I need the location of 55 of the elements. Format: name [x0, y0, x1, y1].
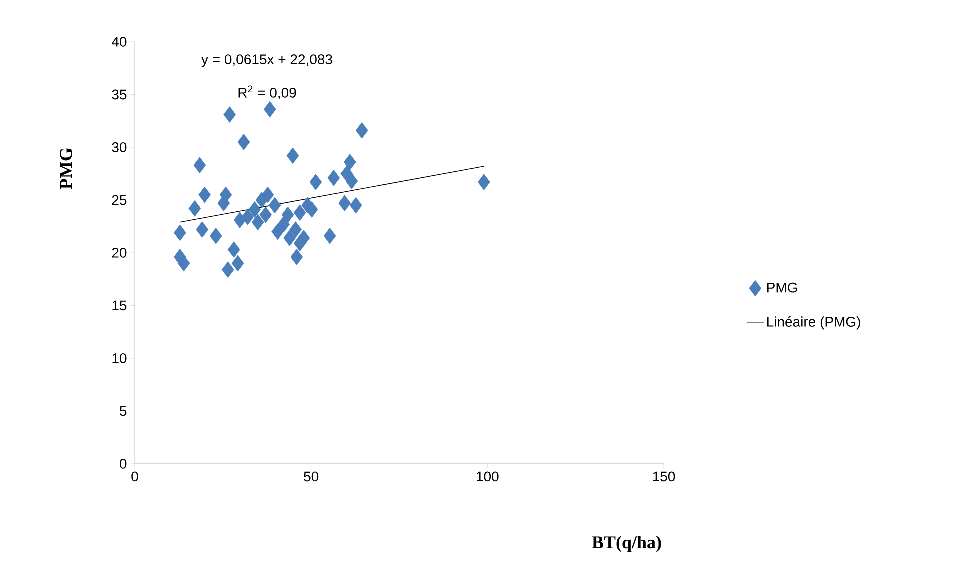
point — [356, 122, 368, 139]
point — [174, 224, 186, 242]
point — [262, 186, 274, 204]
x-tick-label: 150 — [653, 472, 676, 482]
point — [338, 195, 352, 212]
point — [278, 216, 290, 233]
y-tick-label: 5 — [120, 406, 127, 416]
legend-label: Linéaire (PMG) — [768, 316, 860, 330]
point — [346, 173, 358, 190]
y-tick-label: 20 — [112, 248, 127, 258]
y-tick-label: 0 — [120, 459, 127, 469]
y-tick-label: 30 — [112, 142, 127, 152]
point — [228, 242, 240, 258]
annotation: R$^{2}$ = 0,09 — [238, 86, 296, 100]
x-tick-label: 0 — [132, 472, 138, 482]
point — [298, 230, 310, 246]
point — [232, 255, 244, 272]
point — [222, 262, 234, 278]
point — [344, 154, 356, 170]
point — [252, 214, 264, 231]
x-axis-title: BT(q/ha) — [592, 536, 662, 552]
y-tick-label: 15 — [112, 300, 127, 311]
point — [290, 249, 304, 266]
legend-label: PMG — [768, 282, 798, 293]
point — [268, 197, 282, 214]
y-tick-label: 25 — [112, 195, 127, 206]
point — [188, 200, 202, 217]
point — [284, 230, 296, 246]
point — [286, 148, 300, 164]
point — [294, 204, 306, 222]
point — [310, 174, 322, 191]
point — [350, 197, 362, 214]
point — [224, 106, 236, 123]
point — [196, 222, 209, 238]
point — [324, 228, 336, 244]
point — [282, 206, 294, 224]
point — [210, 228, 222, 244]
y-axis-title: PMG — [60, 148, 72, 190]
point — [478, 174, 490, 191]
point — [194, 157, 206, 174]
point — [248, 202, 262, 218]
point — [260, 206, 272, 224]
point — [242, 208, 254, 226]
y-tick-label: 35 — [112, 90, 127, 100]
point — [264, 101, 276, 118]
point — [198, 186, 212, 204]
point — [272, 224, 284, 240]
y-tick-label: 40 — [112, 37, 127, 47]
x-tick-label: 50 — [304, 472, 319, 482]
y-tick-label: 10 — [112, 354, 127, 364]
x-tick-label: 100 — [477, 472, 499, 482]
point — [290, 222, 302, 238]
point — [328, 170, 340, 186]
point — [238, 134, 250, 150]
annotation: y = 0,0615x + 22,083 — [202, 54, 332, 68]
